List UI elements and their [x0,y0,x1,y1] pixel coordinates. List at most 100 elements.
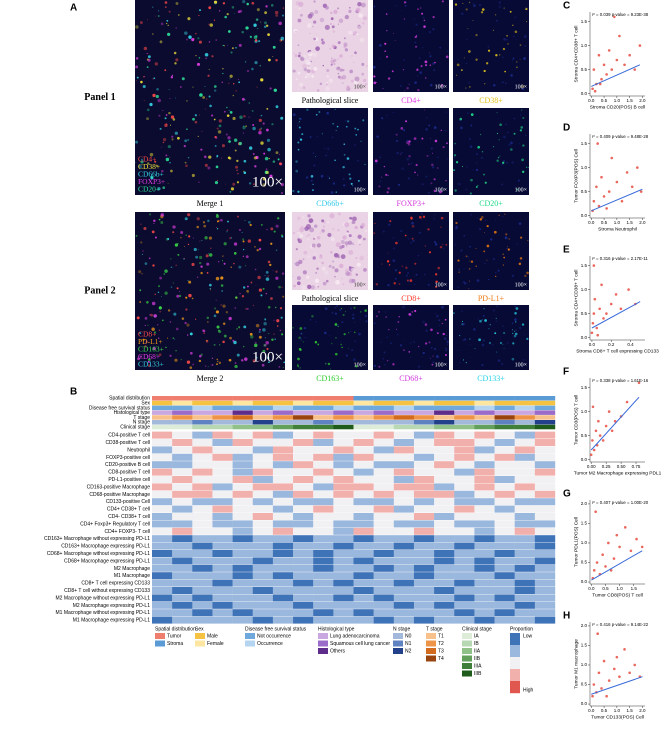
heatmap-cell [514,520,536,528]
legend-swatch [462,633,472,639]
micrograph-speckle [440,216,444,220]
micrograph-speckle [408,313,412,316]
micrograph-speckle [148,213,152,216]
micrograph-speckle [497,156,500,159]
row-label: M2 Macrophage expressing PD-L1 [73,603,150,609]
micrograph-speckle [297,18,302,23]
micrograph-speckle [502,343,504,345]
heatmap-cell [172,587,193,594]
micrograph-speckle [404,4,407,7]
micrograph-speckle [267,305,271,309]
panel-label: D [563,123,570,134]
micrograph-speckle [161,169,164,173]
micrograph-speckle [216,156,218,158]
heatmap-cell [272,564,294,572]
heatmap-cell [534,594,556,602]
micrograph-speckle [145,340,148,343]
micrograph-speckle [392,247,395,250]
heatmap-cell [413,468,435,476]
micrograph-speckle [192,237,195,239]
micrograph-speckle [268,332,270,334]
annotation-cell [212,410,233,415]
micrograph-speckle [302,54,307,59]
micrograph-speckle [453,169,455,172]
panel-label: F [563,367,569,378]
micrograph-speckle [152,264,155,267]
micrograph-speckle [478,338,481,342]
micrograph-speckle [327,263,330,265]
micrograph-speckle [454,3,458,6]
scatter-point [598,434,602,437]
heatmap-cell [373,520,394,528]
micrograph-speckle [496,132,499,135]
heatmap-cell [212,431,233,439]
heatmap-cell [252,542,274,550]
micrograph-speckle [153,222,155,224]
heatmap-cell [252,609,274,617]
heatmap-cell [333,513,354,520]
heatmap-cell [413,483,435,491]
micrograph-speckle [506,35,508,37]
annotation-cell [474,400,495,406]
micrograph-speckle [136,316,140,320]
heatmap-cell [434,461,455,469]
micrograph-speckle [502,56,504,59]
micrograph-speckle [465,87,467,89]
micrograph-speckle [178,291,181,293]
micrograph-speckle [358,243,361,246]
micrograph-speckle [282,367,284,369]
micrograph-speckle [135,234,138,237]
scatter-point [615,180,619,184]
micrograph-speckle [158,329,161,331]
micrograph-speckle [258,335,262,339]
micrograph-speckle [187,280,189,281]
heatmap-cell [373,535,394,543]
heatmap-cell [313,572,334,580]
heatmap-cell [232,513,253,520]
micrograph-speckle [260,223,263,226]
micrograph-speckle [198,181,200,183]
heatmap-cell [474,453,495,461]
micrograph-speckle [440,226,442,228]
micrograph-speckle [258,131,262,135]
micrograph-speckle [247,292,249,294]
micrograph-speckle [376,135,379,138]
micrograph-speckle [231,237,233,239]
micrograph-speckle [458,333,460,335]
micrograph-speckle [201,130,203,132]
heatmap-cell [333,601,354,609]
scatter-point [597,204,601,208]
row-label: FOXP3-positive cell [106,455,150,461]
heatmap-cell [494,579,515,587]
annotation-cell [333,420,354,425]
micrograph-speckle [428,124,431,127]
heatmap-cell [393,439,415,446]
micrograph-speckle [189,351,193,355]
micrograph-speckle [395,328,398,330]
micrograph-speckle [297,216,301,220]
micrograph-speckle [466,38,468,41]
micrograph-speckle [213,19,216,21]
micrograph-speckle [139,21,143,25]
heatmap-cell [293,483,314,491]
micrograph-speckle [392,259,396,262]
micrograph-speckle [261,363,265,367]
micrograph-speckle [141,273,143,275]
micrograph-speckle [204,52,209,57]
micrograph-speckle [180,236,182,239]
micrograph-speckle [430,182,433,185]
micrograph-speckle [467,50,471,53]
micrograph-speckle [272,270,274,271]
micrograph-speckle [298,1,304,7]
micrograph [292,305,368,370]
heatmap-cell [413,513,435,520]
micrograph-speckle [199,354,202,358]
heatmap-cell [272,579,294,587]
heatmap-cell [534,483,556,491]
heatmap-cell [514,513,536,520]
micrograph-speckle [499,54,501,56]
micrograph-speckle [434,61,436,64]
micrograph-speckle [321,266,326,271]
micrograph-speckle [302,86,306,89]
micrograph-speckle [337,58,339,60]
